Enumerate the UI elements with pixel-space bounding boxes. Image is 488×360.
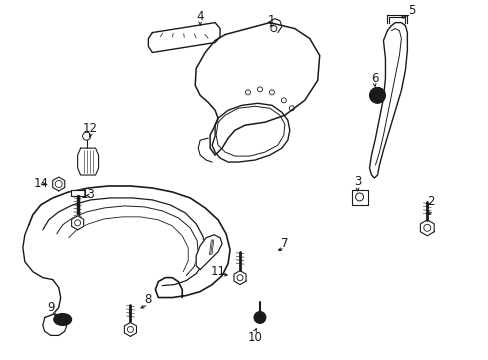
- Text: 12: 12: [83, 122, 98, 135]
- Circle shape: [369, 87, 385, 103]
- Polygon shape: [71, 216, 83, 230]
- Text: 10: 10: [247, 331, 262, 344]
- Polygon shape: [196, 235, 222, 270]
- Text: 14: 14: [33, 177, 48, 190]
- Polygon shape: [420, 220, 433, 236]
- Polygon shape: [351, 190, 367, 205]
- Text: 9: 9: [47, 301, 54, 314]
- Text: 8: 8: [144, 293, 152, 306]
- Polygon shape: [148, 23, 220, 53]
- Text: 1: 1: [267, 14, 275, 27]
- Text: 2: 2: [427, 195, 434, 208]
- Text: 6: 6: [370, 72, 378, 85]
- Text: 3: 3: [353, 175, 361, 189]
- Polygon shape: [233, 271, 245, 285]
- Text: 13: 13: [81, 188, 96, 202]
- Polygon shape: [124, 323, 136, 336]
- Text: 11: 11: [210, 265, 225, 278]
- Ellipse shape: [54, 314, 72, 325]
- Text: 7: 7: [281, 237, 288, 250]
- Circle shape: [253, 311, 265, 323]
- Polygon shape: [53, 177, 64, 191]
- Text: 4: 4: [196, 10, 203, 23]
- Polygon shape: [212, 103, 289, 162]
- Polygon shape: [71, 190, 84, 196]
- Polygon shape: [78, 148, 99, 175]
- Polygon shape: [369, 23, 407, 178]
- Polygon shape: [195, 23, 319, 155]
- Text: 5: 5: [407, 4, 414, 17]
